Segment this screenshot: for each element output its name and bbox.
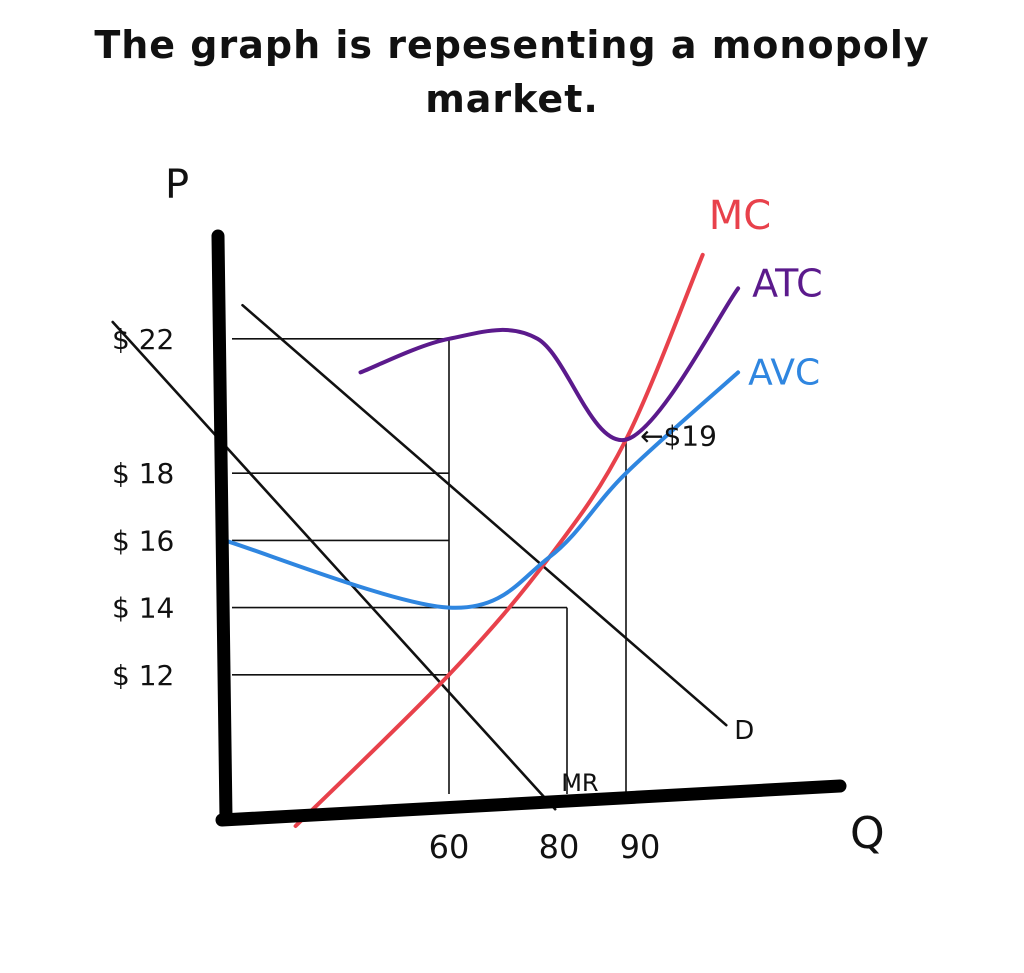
x-tick-label: 80: [539, 828, 580, 866]
y-axis: [211, 229, 233, 825]
title-line-2: market.: [425, 77, 599, 121]
chart-title: The graph is repesenting a monopoly mark…: [0, 18, 1024, 126]
series-label-mc: MC: [709, 193, 771, 239]
series-label-avc: AVC: [748, 352, 820, 393]
curve-atc: [358, 286, 741, 442]
x-tick-label: 90: [620, 828, 661, 866]
y-axis-label: P: [165, 162, 189, 208]
curve-mr: [111, 320, 557, 811]
y-tick-label: $ 22: [112, 323, 174, 356]
y-tick-label: $ 14: [112, 592, 174, 625]
x-axis-label: Q: [850, 808, 885, 859]
series-label-d: D: [734, 716, 754, 746]
y-tick-label: $ 18: [112, 457, 174, 490]
title-line-1: The graph is repesenting a monopoly: [94, 23, 930, 67]
curve-d: [241, 303, 728, 727]
series-label-atc: ATC: [752, 261, 823, 305]
x-tick-label: 60: [429, 828, 470, 866]
series-label-mr: MR: [561, 769, 598, 797]
y-tick-label: $ 12: [112, 659, 174, 692]
price-annotation: ←$19: [640, 420, 717, 453]
curve-avc: [222, 370, 741, 610]
x-axis: [215, 779, 847, 827]
y-tick-label: $ 16: [112, 524, 174, 557]
